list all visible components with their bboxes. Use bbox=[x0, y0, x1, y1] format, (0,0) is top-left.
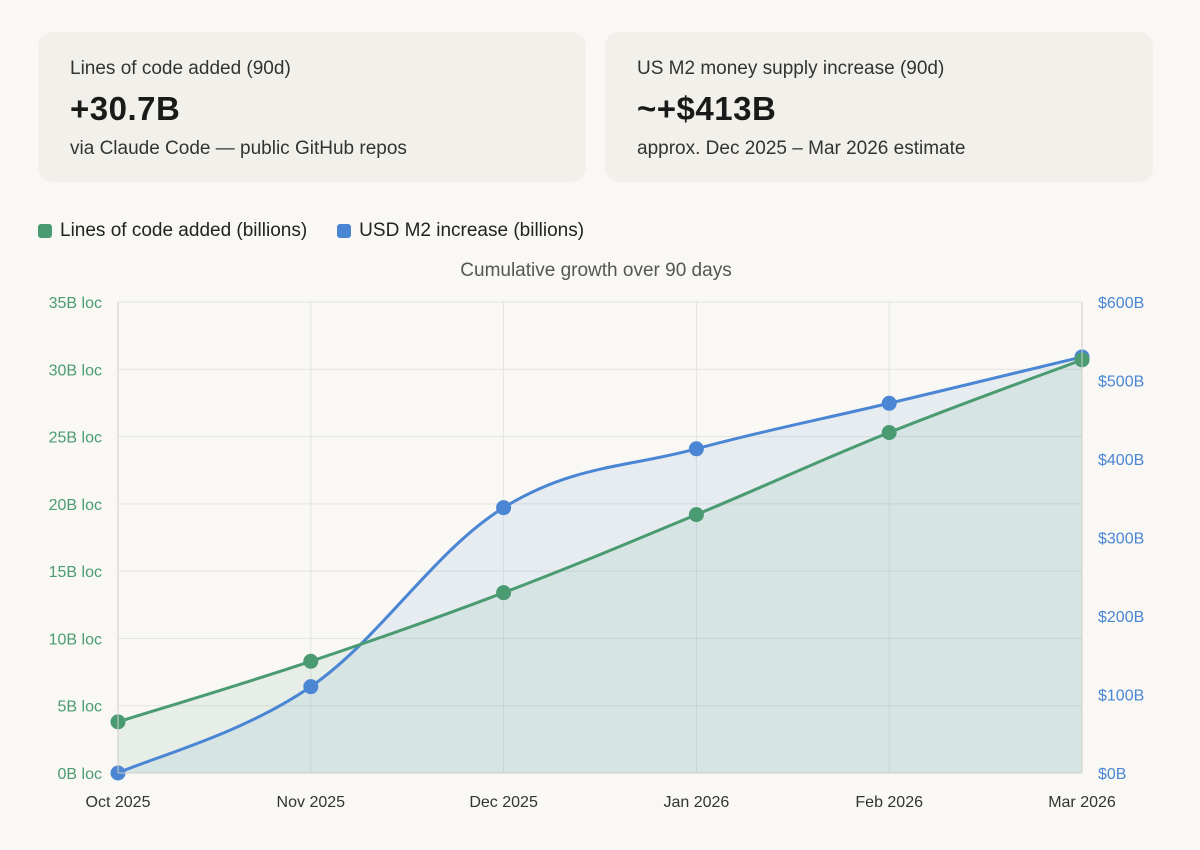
y-right-tick-label: $0B bbox=[1098, 766, 1126, 783]
y-left-tick-label: 10B loc bbox=[49, 631, 102, 648]
m2-card-label: US M2 money supply increase (90d) bbox=[637, 58, 945, 79]
x-tick-label: Dec 2025 bbox=[469, 794, 538, 811]
x-tick-label: Feb 2026 bbox=[855, 794, 923, 811]
m2-summary-card: US M2 money supply increase (90d) ~+$413… bbox=[605, 32, 1153, 182]
x-tick-label: Mar 2026 bbox=[1048, 794, 1116, 811]
point-m2-3 bbox=[688, 441, 704, 457]
chart-lines bbox=[117, 355, 1083, 775]
y-left-tick-label: 25B loc bbox=[49, 430, 102, 447]
chart-legend: Lines of code added (billions) USD M2 in… bbox=[38, 220, 584, 242]
x-tick-label: Oct 2025 bbox=[86, 794, 151, 811]
area-loc bbox=[118, 359, 1082, 773]
y-right-tick-label: $600B bbox=[1098, 295, 1144, 312]
loc-summary-card: Lines of code added (90d) +30.7B via Cla… bbox=[38, 32, 586, 182]
chart-title: Cumulative growth over 90 days bbox=[460, 260, 731, 281]
m2-card-subtitle: approx. Dec 2025 – Mar 2026 estimate bbox=[637, 138, 966, 159]
legend-label-m2: USD M2 increase (billions) bbox=[359, 220, 585, 241]
y-left-tick-label: 5B loc bbox=[58, 699, 102, 716]
m2-card-value: ~+$413B bbox=[637, 90, 777, 127]
y-right-tick-label: $500B bbox=[1098, 374, 1144, 391]
point-loc-1 bbox=[303, 653, 319, 669]
loc-card-value: +30.7B bbox=[70, 90, 181, 127]
point-m2-2 bbox=[496, 500, 512, 516]
chart-axes: 0B loc 5B loc 10B loc 15B loc 20B loc 25B loc… bbox=[49, 295, 1145, 811]
area-m2 bbox=[118, 356, 1082, 773]
y-right-tick-label: $100B bbox=[1098, 688, 1144, 705]
legend-item-m2[interactable]: USD M2 increase (billions) bbox=[337, 220, 584, 242]
legend-label-loc: Lines of code added (billions) bbox=[60, 220, 308, 241]
y-right-tick-label: $400B bbox=[1098, 452, 1144, 469]
y-left-tick-label: 0B loc bbox=[58, 766, 102, 783]
x-tick-label: Jan 2026 bbox=[663, 794, 729, 811]
point-loc-4 bbox=[881, 425, 897, 441]
y-left-tick-label: 15B loc bbox=[49, 564, 102, 581]
chart-areas bbox=[118, 356, 1082, 773]
y-right-tick-label: $200B bbox=[1098, 609, 1144, 626]
point-loc-3 bbox=[688, 507, 704, 523]
line-chart: Cumulative growth over 90 days 0B loc 5B … bbox=[49, 260, 1145, 811]
y-left-tick-label: 20B loc bbox=[49, 497, 102, 514]
loc-card-subtitle: via Claude Code — public GitHub repos bbox=[70, 138, 407, 159]
line-loc bbox=[117, 358, 1083, 724]
legend-item-loc[interactable]: Lines of code added (billions) bbox=[38, 220, 307, 242]
legend-swatch-loc bbox=[38, 224, 52, 238]
point-loc-2 bbox=[496, 585, 512, 601]
loc-card-label: Lines of code added (90d) bbox=[70, 58, 291, 79]
y-left-tick-label: 30B loc bbox=[49, 362, 102, 379]
point-m2-1 bbox=[303, 679, 319, 695]
y-right-tick-label: $300B bbox=[1098, 531, 1144, 548]
y-left-tick-label: 35B loc bbox=[49, 295, 102, 312]
legend-swatch-m2 bbox=[337, 224, 352, 238]
point-m2-4 bbox=[881, 395, 897, 411]
line-m2 bbox=[117, 355, 1083, 775]
x-tick-label: Nov 2025 bbox=[277, 794, 346, 811]
